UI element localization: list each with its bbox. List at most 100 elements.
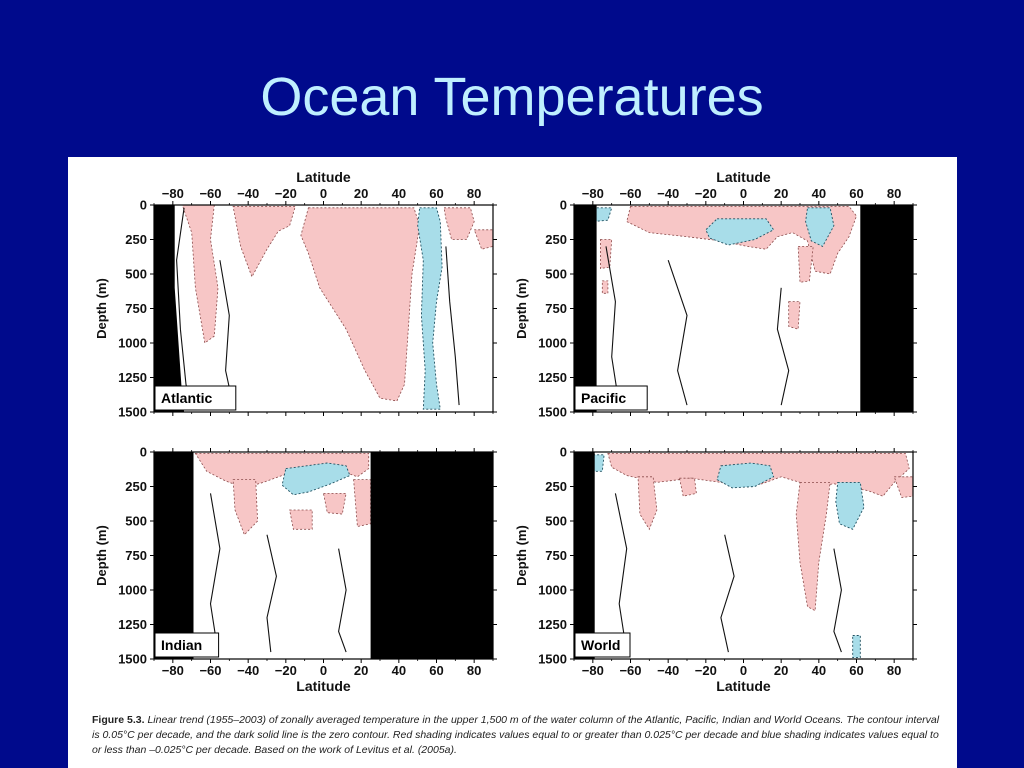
world-x-tick-label: 40: [812, 663, 826, 678]
figure-panel: −80 −60 −40 −20 0 20 40 60 80 Latitude 0 250 500 750 1…: [68, 157, 957, 768]
indian-zero-contour-0: [209, 493, 221, 653]
pacific-x-tick-label: −40: [657, 186, 679, 201]
pacific-cool-region-0: [705, 218, 775, 246]
indian-x-tick-label: −60: [199, 663, 221, 678]
indian-y-tick-label: 1500: [118, 652, 147, 667]
pacific-basin-label: Pacific: [581, 390, 626, 406]
pacific-y-tick-label: 500: [545, 267, 567, 282]
pacific-x-tick-label: 60: [849, 186, 863, 201]
pacific-x-tick-label: 80: [887, 186, 901, 201]
atlantic-x-tick-label: −80: [162, 186, 184, 201]
indian-warm-region-4: [289, 509, 313, 530]
indian-cool-region-0: [281, 462, 351, 496]
atlantic-warm-region-1: [232, 206, 296, 278]
caption-text: Linear trend (1955–2003) of zonally aver…: [92, 714, 940, 756]
atlantic-y-axis-title: Depth (m): [94, 278, 109, 339]
indian-x-tick-label: −40: [237, 663, 259, 678]
atlantic-zero-contour-2: [445, 246, 460, 406]
indian-plot-area: [154, 452, 493, 659]
atlantic-y-tick-label: 500: [125, 267, 147, 282]
atlantic-x-tick-label: 0: [320, 186, 327, 201]
indian-x-tick-label: 80: [467, 663, 481, 678]
world-x-tick-label: 20: [774, 663, 788, 678]
slide-title: Ocean Temperatures: [260, 67, 764, 127]
pacific-warm-region-2: [600, 239, 613, 269]
indian-y-tick-label: 750: [125, 548, 147, 563]
indian-x-tick-label: −20: [275, 663, 297, 678]
atlantic-x-tick-label: 80: [467, 186, 481, 201]
pacific-x-tick-label: −20: [695, 186, 717, 201]
indian-y-tick-label: 1000: [118, 583, 147, 598]
atlantic-y-tick-label: 1500: [118, 405, 147, 420]
indian-warm-region-1: [232, 479, 259, 536]
indian-x-tick-label: 40: [392, 663, 406, 678]
pacific-x-tick-label: −60: [619, 186, 641, 201]
atlantic-x-axis-title: Latitude: [296, 169, 351, 185]
indian-basin-label-box: [154, 632, 220, 658]
pacific-y-tick-label: 250: [545, 232, 567, 247]
indian-y-axis-title: Depth (m): [94, 525, 109, 586]
pacific-plot-area: [574, 205, 913, 412]
caption-label: Figure 5.3.: [92, 714, 145, 726]
world-x-tick-label: 60: [849, 663, 863, 678]
atlantic-x-tick-label: −20: [275, 186, 297, 201]
atlantic-x-tick-label: 20: [354, 186, 368, 201]
indian-land-mask-0: [154, 452, 194, 659]
atlantic-x-tick-label: −40: [237, 186, 259, 201]
atlantic-warm-region-2: [300, 207, 421, 402]
indian-x-tick-label: 60: [429, 663, 443, 678]
atlantic-basin-label-box: [154, 385, 237, 411]
world-zero-contour-0: [614, 493, 628, 653]
indian-basin-label: Indian: [161, 637, 202, 653]
pacific-y-tick-label: 0: [560, 198, 567, 213]
pacific-x-tick-label: 0: [740, 186, 747, 201]
indian-zero-contour-2: [338, 548, 347, 653]
world-warm-region-4: [893, 476, 913, 498]
pacific-zero-contour-2: [776, 287, 790, 406]
world-cool-region-1: [835, 481, 865, 530]
indian-zero-contour-1: [266, 534, 277, 653]
world-cool-region-0: [716, 462, 775, 489]
pacific-x-tick-label: 20: [774, 186, 788, 201]
world-panel: −80 −60 −40 −20 0 20 40 60 80Latitude02505007501…: [514, 445, 917, 694]
atlantic-cool-region-0: [417, 207, 443, 410]
world-y-tick-label: 750: [545, 548, 567, 563]
figure-caption: Figure 5.3. Linear trend (1955–2003) of …: [92, 713, 942, 758]
world-land-mask-0: [574, 452, 595, 659]
indian-y-tick-label: 500: [125, 514, 147, 529]
atlantic-warm-region-4: [473, 229, 493, 250]
pacific-x-tick-label: 40: [812, 186, 826, 201]
pacific-zero-contour-0: [605, 246, 620, 406]
world-zero-contour-1: [720, 534, 735, 653]
world-y-tick-label: 500: [545, 514, 567, 529]
atlantic-x-tick-label: −60: [199, 186, 221, 201]
atlantic-warm-region-3: [443, 207, 475, 240]
pacific-y-tick-label: 1250: [538, 370, 567, 385]
world-y-axis-title: Depth (m): [514, 525, 529, 586]
indian-x-tick-label: 0: [320, 663, 327, 678]
pacific-cool-region-2: [592, 207, 613, 223]
indian-y-tick-label: 250: [125, 479, 147, 494]
pacific-zero-contour-1: [667, 260, 688, 406]
world-plot-area: [574, 452, 913, 659]
world-warm-region-2: [679, 477, 697, 497]
pacific-warm-region-1: [797, 246, 814, 283]
world-x-tick-label: −20: [695, 663, 717, 678]
atlantic-x-tick-label: 60: [429, 186, 443, 201]
pacific-y-tick-label: 1500: [538, 405, 567, 420]
atlantic-x-tick-label: 40: [392, 186, 406, 201]
pacific-land-mask-1: [860, 205, 913, 412]
world-warm-region-3: [795, 481, 831, 612]
atlantic-y-tick-label: 1250: [118, 370, 147, 385]
world-y-tick-label: 1500: [538, 652, 567, 667]
pacific-warm-region-4: [601, 280, 609, 294]
world-x-tick-label: 80: [887, 663, 901, 678]
atlantic-land-mask-0: [154, 205, 185, 412]
atlantic-y-tick-label: 0: [140, 198, 147, 213]
world-y-tick-label: 250: [545, 479, 567, 494]
indian-warm-region-3: [323, 492, 347, 515]
pacific-warm-region-3: [788, 301, 801, 330]
atlantic-y-tick-label: 250: [125, 232, 147, 247]
ocean-temperature-figure: −80 −60 −40 −20 0 20 40 60 80Latitude02505007501…: [94, 169, 917, 694]
atlantic-panel: −80 −60 −40 −20 0 20 40 60 80Latitude02505007501…: [94, 169, 497, 420]
